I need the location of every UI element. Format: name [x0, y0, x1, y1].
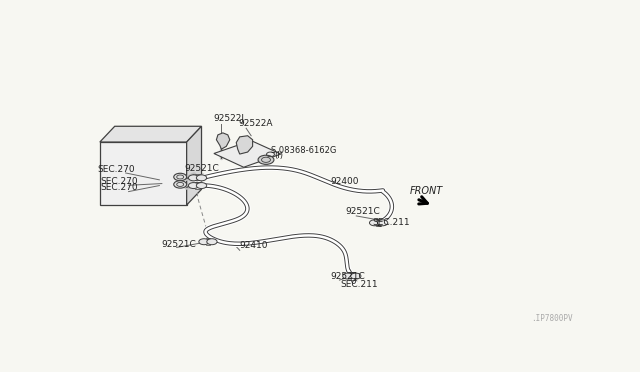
Text: 92400: 92400 — [330, 177, 359, 186]
Polygon shape — [100, 126, 202, 142]
Text: S 08368-6162G: S 08368-6162G — [271, 146, 337, 155]
Circle shape — [342, 273, 353, 279]
Text: SEC.211: SEC.211 — [340, 280, 378, 289]
Text: .IP7800PV: .IP7800PV — [531, 314, 573, 323]
Polygon shape — [216, 133, 230, 149]
Text: 92410: 92410 — [240, 241, 268, 250]
Text: 92522A: 92522A — [239, 119, 273, 128]
Polygon shape — [100, 142, 187, 205]
Text: 92521C: 92521C — [162, 240, 196, 248]
Circle shape — [196, 183, 207, 189]
Circle shape — [173, 181, 187, 188]
Text: (I): (I) — [275, 151, 284, 160]
Circle shape — [188, 183, 199, 189]
Polygon shape — [214, 141, 281, 167]
Circle shape — [351, 273, 361, 279]
Text: SEC.211: SEC.211 — [372, 218, 410, 227]
Text: SEC.270: SEC.270 — [97, 165, 135, 174]
Text: SEC.270: SEC.270 — [101, 177, 138, 186]
Text: 92521C: 92521C — [346, 207, 380, 216]
Text: FRONT: FRONT — [410, 186, 443, 196]
Text: 92521C: 92521C — [330, 272, 365, 281]
Circle shape — [199, 239, 209, 245]
Text: 92522J: 92522J — [213, 115, 244, 124]
Polygon shape — [187, 126, 202, 205]
Circle shape — [207, 239, 217, 245]
Circle shape — [196, 175, 207, 181]
Circle shape — [173, 173, 187, 181]
Circle shape — [369, 220, 380, 226]
Circle shape — [188, 175, 199, 181]
Circle shape — [258, 155, 274, 164]
Polygon shape — [236, 136, 253, 154]
Circle shape — [378, 220, 388, 226]
Text: SEC.270: SEC.270 — [101, 183, 138, 192]
Text: 92521C: 92521C — [184, 164, 219, 173]
